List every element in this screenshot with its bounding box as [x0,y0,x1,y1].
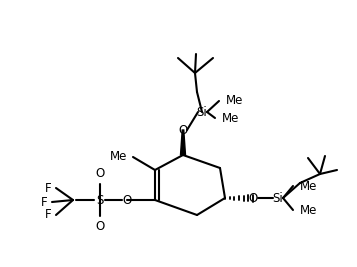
Text: O: O [178,124,188,136]
Text: Si: Si [197,105,207,119]
Text: F: F [45,182,52,194]
Text: Me: Me [226,95,243,108]
Text: F: F [45,209,52,222]
Text: Me: Me [222,112,240,124]
Text: Me: Me [300,203,317,217]
Text: S: S [96,194,104,206]
Text: Si: Si [273,191,283,205]
Text: O: O [122,194,132,206]
Text: Me: Me [300,179,317,193]
Text: O: O [248,191,258,205]
Polygon shape [181,130,186,155]
Text: Me: Me [110,151,127,163]
Text: O: O [95,220,105,233]
Text: O: O [95,167,105,180]
Text: F: F [41,195,48,209]
